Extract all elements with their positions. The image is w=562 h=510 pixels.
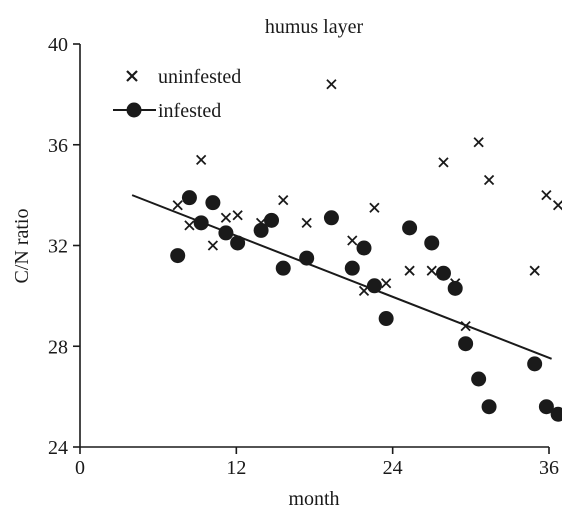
point-uninfested — [347, 235, 358, 246]
point-uninfested — [220, 212, 232, 223]
point-uninfested — [369, 202, 380, 213]
legend-marker-infested — [113, 102, 156, 118]
point-infested — [378, 311, 394, 327]
point-infested — [205, 195, 221, 211]
y-tick-label: 40 — [48, 34, 68, 56]
legend-label-uninfested: uninfested — [158, 66, 241, 88]
point-infested — [471, 371, 487, 387]
x-tick-label: 0 — [75, 457, 85, 479]
point-uninfested — [438, 157, 449, 168]
point-uninfested — [541, 189, 552, 201]
point-infested — [527, 356, 543, 372]
x-tick-label: 24 — [383, 457, 403, 479]
point-infested — [170, 248, 186, 264]
legend: uninfested infested — [113, 66, 241, 122]
point-infested — [275, 260, 291, 276]
point-uninfested — [529, 265, 540, 276]
point-infested — [458, 336, 474, 352]
x-axis-label: month — [288, 488, 339, 510]
point-uninfested — [207, 240, 219, 251]
point-infested — [447, 280, 463, 296]
y-tick-label: 32 — [48, 236, 68, 258]
point-infested — [550, 406, 562, 422]
point-uninfested — [381, 278, 392, 289]
point-infested — [193, 215, 209, 231]
point-infested — [253, 222, 269, 238]
point-uninfested — [404, 265, 415, 276]
point-uninfested — [232, 210, 243, 221]
point-uninfested — [301, 217, 312, 228]
point-infested — [299, 250, 315, 266]
point-infested — [218, 225, 234, 241]
point-infested — [344, 260, 360, 276]
x-tick-label: 12 — [226, 457, 246, 479]
point-infested — [356, 240, 372, 256]
point-infested — [538, 399, 554, 415]
point-infested — [402, 220, 418, 236]
point-uninfested — [326, 79, 337, 90]
y-tick-label: 24 — [48, 437, 68, 459]
point-infested — [230, 235, 246, 251]
point-infested — [435, 265, 451, 281]
point-uninfested — [460, 320, 471, 332]
legend-marker-uninfested — [126, 70, 138, 82]
x-tick-label: 36 — [539, 457, 559, 479]
point-uninfested — [358, 285, 370, 296]
y-tick-label: 36 — [48, 135, 68, 157]
point-uninfested — [184, 220, 195, 231]
y-axis-ticks: 24 28 32 36 40 — [48, 34, 80, 459]
y-axis-label: C/N ratio — [11, 209, 33, 284]
point-uninfested — [172, 200, 183, 211]
point-uninfested — [552, 200, 562, 211]
point-infested — [481, 399, 497, 415]
point-uninfested — [278, 195, 289, 206]
x-axis-ticks: 0 12 24 36 — [75, 447, 559, 479]
point-uninfested — [473, 137, 484, 148]
point-infested — [264, 212, 280, 228]
legend-label-infested: infested — [158, 100, 221, 122]
y-tick-label: 28 — [48, 336, 68, 358]
point-infested — [323, 210, 339, 226]
point-uninfested — [196, 154, 207, 165]
chart-title: humus layer — [265, 16, 364, 38]
data-points — [170, 79, 562, 422]
point-infested — [181, 190, 197, 206]
point-uninfested — [483, 174, 495, 186]
point-infested — [424, 235, 440, 251]
point-infested — [366, 278, 382, 294]
point-uninfested — [426, 265, 437, 276]
